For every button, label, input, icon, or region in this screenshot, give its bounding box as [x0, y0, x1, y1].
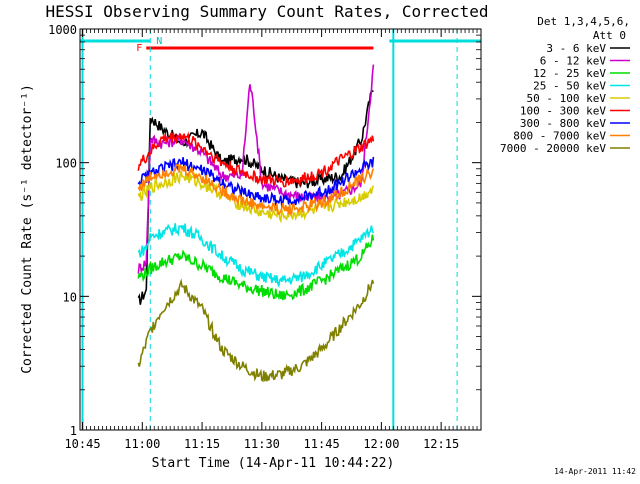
series-line-7 [137, 163, 375, 216]
y-tick-label-2: 100 [55, 157, 77, 171]
legend-label-6: 300 - 800 keV [520, 117, 606, 130]
legend-label-5: 100 - 300 keV [520, 105, 606, 118]
series-line-0 [137, 90, 374, 305]
series-line-2 [137, 234, 375, 301]
x-tick-label-5: 12:00 [363, 437, 399, 451]
y-tick-label-1: 10 [63, 290, 77, 304]
legend-label-8: 7000 - 20000 keV [500, 142, 606, 155]
y-tick-label-3: 1000 [48, 23, 77, 37]
legend-header-line-1: Det 1,3,4,5,6, [537, 15, 630, 28]
series-line-3 [137, 223, 375, 289]
x-tick-label-2: 11:15 [184, 437, 220, 451]
legend-label-1: 6 - 12 keV [540, 55, 607, 68]
y-axis-label: Corrected Count Rate (s⁻¹ detector⁻¹) [20, 84, 35, 374]
legend-label-4: 50 - 100 keV [527, 92, 607, 105]
legend-label-7: 800 - 7000 keV [513, 130, 606, 143]
x-tick-label-0: 10:45 [64, 437, 100, 451]
chart-title: HESSI Observing Summary Count Rates, Cor… [45, 2, 488, 21]
x-tick-label-6: 12:15 [423, 437, 459, 451]
x-axis-label: Start Time (14-Apr-11 10:44:22) [152, 456, 395, 471]
plot-frame [79, 28, 482, 431]
date-stamp: 14-Apr-2011 11:42 [554, 467, 636, 476]
y-tick-label-0: 1 [70, 424, 77, 438]
series-line-8 [137, 278, 375, 383]
legend-label-0: 3 - 6 keV [546, 42, 606, 55]
x-tick-label-1: 11:00 [124, 437, 160, 451]
flag-label-n: N [156, 36, 162, 47]
x-tick-label-4: 11:45 [304, 437, 340, 451]
flag-label-f: F [136, 43, 142, 54]
x-tick-label-3: 11:30 [244, 437, 280, 451]
series-line-5 [137, 131, 375, 188]
legend-header-line-2: Att 0 [593, 29, 626, 42]
legend-label-2: 12 - 25 keV [533, 67, 606, 80]
legend-label-3: 25 - 50 keV [533, 80, 606, 93]
series-line-4 [137, 171, 375, 224]
